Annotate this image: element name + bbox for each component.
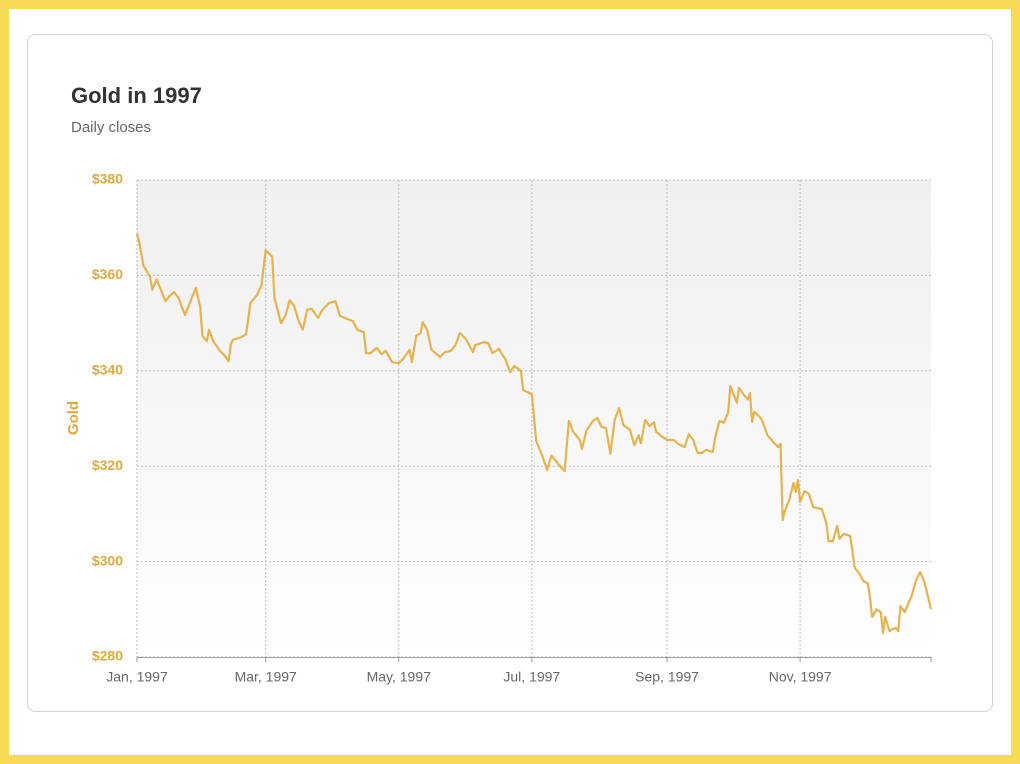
x-tick-label: Nov, 1997	[769, 669, 832, 685]
chart-subtitle: Daily closes	[71, 119, 151, 136]
x-tick-label: Sep, 1997	[635, 669, 699, 685]
y-tick-label: $380	[92, 171, 123, 187]
y-tick-label: $320	[92, 457, 123, 473]
x-tick-label: Jan, 1997	[106, 669, 168, 685]
y-tick-label: $340	[92, 362, 123, 378]
y-tick-label: $300	[92, 552, 123, 568]
y-tick-label: $360	[92, 266, 123, 282]
data-line	[135, 233, 933, 635]
x-tick-label: Mar, 1997	[235, 669, 297, 685]
x-tick-label: May, 1997	[367, 669, 432, 685]
x-tick-label: Jul, 1997	[503, 669, 560, 685]
y-axis-label: Gold	[65, 401, 82, 435]
y-tick-label: $280	[92, 648, 123, 664]
chart-title: Gold in 1997	[71, 83, 202, 108]
